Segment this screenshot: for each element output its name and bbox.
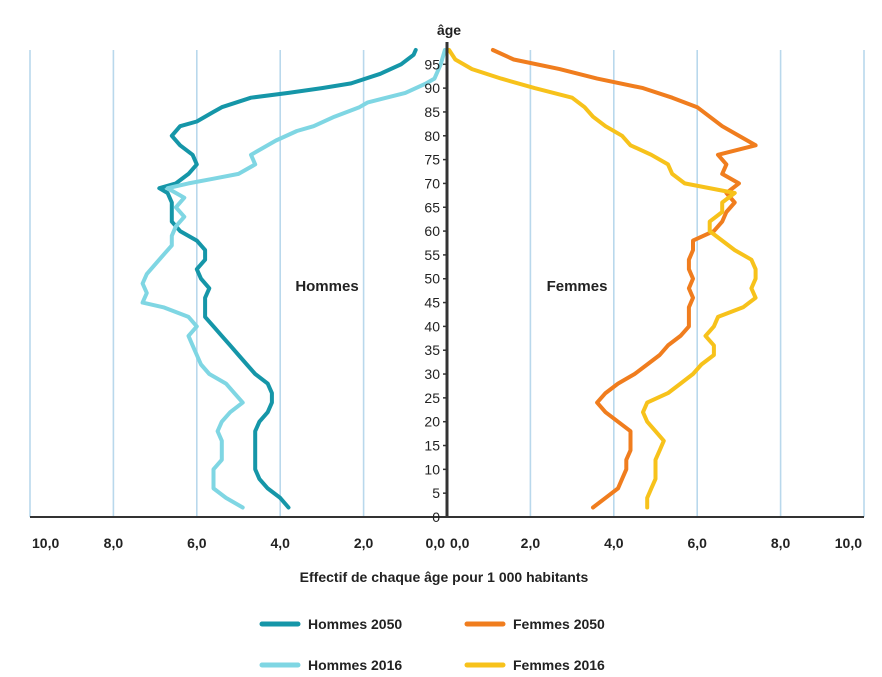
age-tick-label: 70 — [424, 175, 440, 191]
legend-item-hommes-2050: Hommes 2050 — [259, 616, 402, 632]
x-tick-label-right: 10,0 — [835, 535, 862, 551]
legend-label: Femmes 2050 — [513, 616, 605, 632]
series-line-hommes-2050 — [157, 48, 418, 510]
side-label-hommes: Hommes — [295, 278, 358, 295]
age-tick-label: 0 — [432, 509, 440, 525]
x-tick-label-left: 8,0 — [104, 535, 124, 551]
x-tick-label-right: 2,0 — [521, 535, 541, 551]
age-tick-label: 35 — [424, 342, 440, 358]
x-tick-label-right: 4,0 — [604, 535, 624, 551]
age-tick-label: 60 — [424, 223, 440, 239]
age-tick-label: 50 — [424, 271, 440, 287]
series-line-femmes-2016 — [447, 48, 758, 510]
age-tick-label: 80 — [424, 128, 440, 144]
age-tick-label: 25 — [424, 390, 440, 406]
age-tick-label: 30 — [424, 366, 440, 382]
age-tick-label: 55 — [424, 247, 440, 263]
age-tick-label: 65 — [424, 199, 440, 215]
x-axis-title: Effectif de chaque âge pour 1 000 habita… — [300, 569, 589, 585]
x-tick-label-right: 8,0 — [771, 535, 791, 551]
x-tick-label-left: 6,0 — [187, 535, 207, 551]
x-tick-label-left: 4,0 — [270, 535, 290, 551]
x-tick-label-left: 2,0 — [354, 535, 374, 551]
x-tick-label-left: 0,0 — [426, 535, 446, 551]
legend-item-femmes-2016: Femmes 2016 — [464, 657, 605, 673]
series-lines — [140, 48, 758, 510]
x-tick-labels: 10,0 8,0 6,0 4,0 2,0 0,0 0,0 2,0 4,0 6,0 8,0 10,0 — [32, 535, 862, 551]
age-tick-label: 45 — [424, 295, 440, 311]
age-tick-label: 40 — [424, 318, 440, 334]
age-tick-label: 85 — [424, 104, 440, 120]
age-tick-label: 15 — [424, 438, 440, 454]
legend-label: Hommes 2050 — [308, 616, 402, 632]
x-tick-label-left: 10,0 — [32, 535, 59, 551]
age-tick-label: 20 — [424, 414, 440, 430]
age-tick-label: 90 — [424, 80, 440, 96]
series-line-hommes-2016 — [140, 48, 447, 510]
age-tick-label: 75 — [424, 152, 440, 168]
x-tick-label-right: 6,0 — [687, 535, 707, 551]
grid-lines — [29, 50, 865, 517]
age-tick-label: 5 — [432, 485, 440, 501]
legend-label: Hommes 2016 — [308, 657, 402, 673]
legend-item-femmes-2050: Femmes 2050 — [464, 616, 605, 632]
legend-label: Femmes 2016 — [513, 657, 605, 673]
legend-item-hommes-2016: Hommes 2016 — [259, 657, 402, 673]
age-ticks: 0 5 10 15 20 25 30 35 40 45 50 55 60 65 70 75 80 85 90 95 — [424, 56, 447, 525]
legend: Hommes 2050 Femmes 2050 Hommes 2016 Femmes … — [259, 616, 605, 673]
age-tick-label: 10 — [424, 461, 440, 477]
series-line-femmes-2050 — [490, 48, 758, 510]
age-tick-label: 95 — [424, 56, 440, 72]
x-tick-label-right: 0,0 — [450, 535, 470, 551]
side-label-femmes: Femmes — [547, 278, 608, 295]
y-axis-title: âge — [437, 22, 461, 38]
